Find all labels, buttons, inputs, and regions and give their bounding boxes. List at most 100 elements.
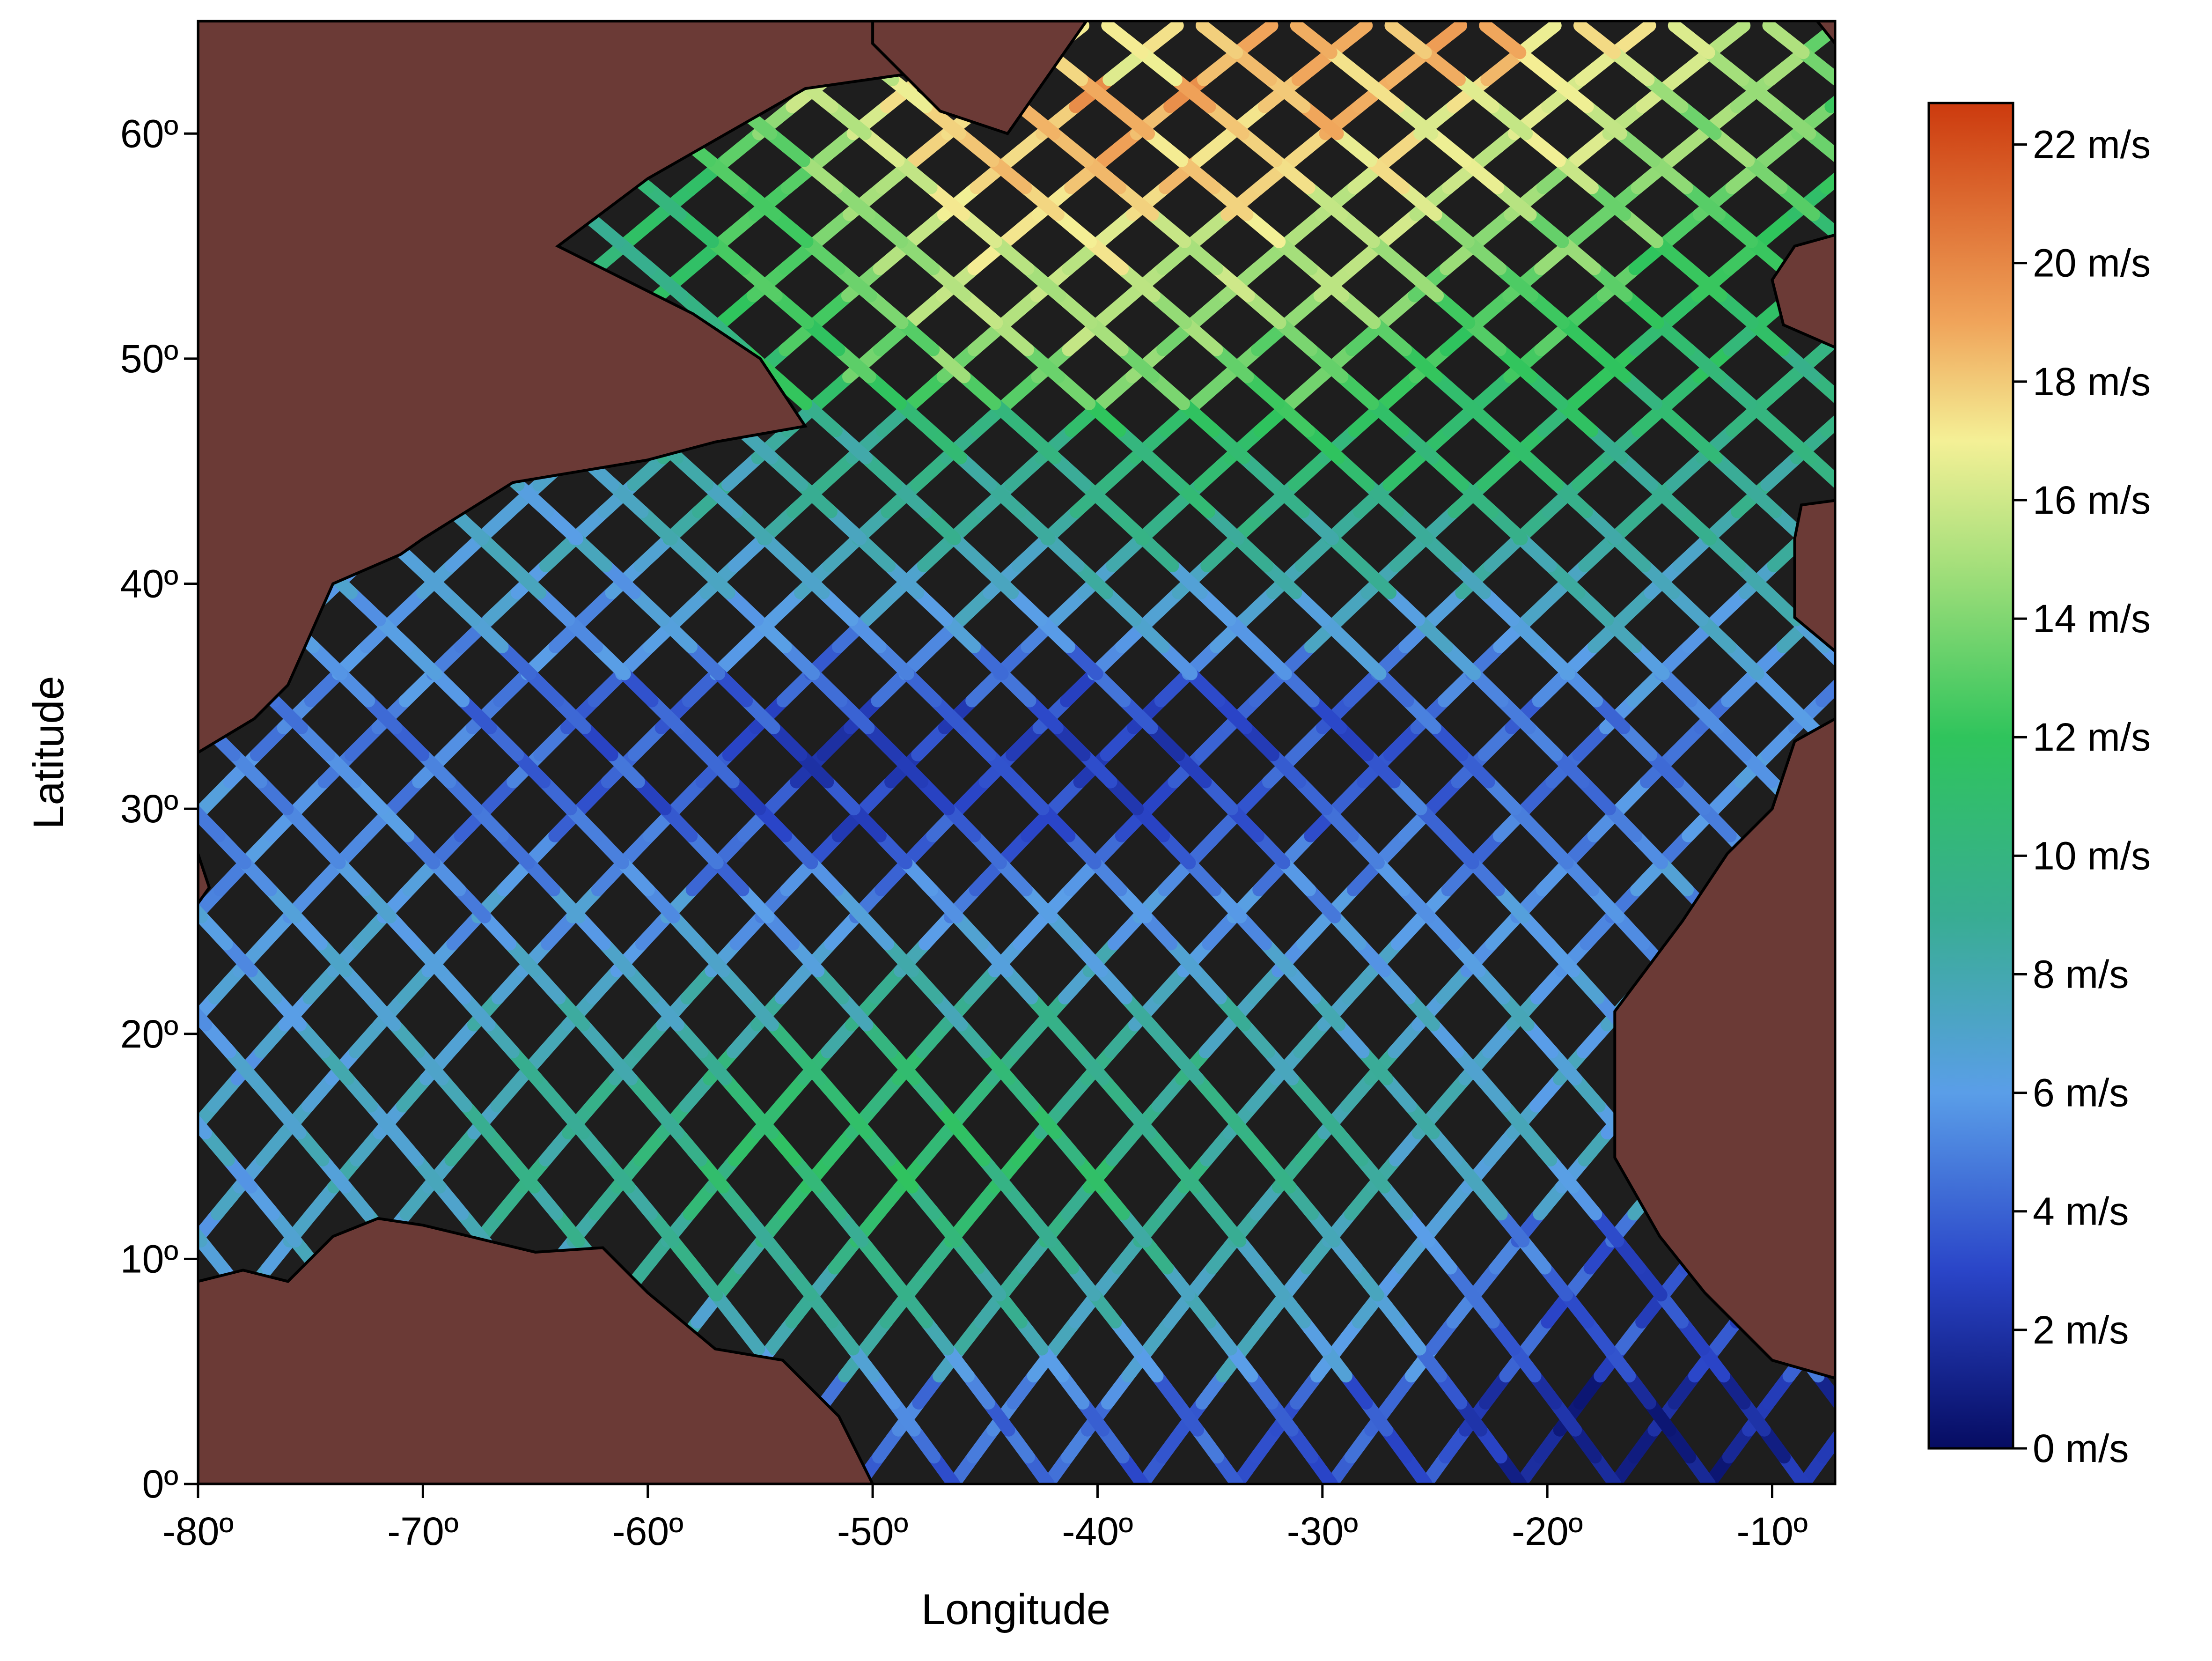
track-segment xyxy=(1651,316,1696,356)
track-segment xyxy=(1649,397,1693,437)
colorbar-tick-label: 4 m/s xyxy=(2033,1189,2129,1233)
track-segment xyxy=(999,289,1044,329)
track-segment xyxy=(1832,1397,1835,1410)
track-segment xyxy=(1756,370,1800,410)
track-segment xyxy=(1178,235,1223,275)
x-tick-label: -20º xyxy=(1512,1509,1583,1553)
track-segment xyxy=(1843,161,1875,188)
track-segment xyxy=(1609,532,1652,573)
track-segment xyxy=(1242,289,1286,329)
track-segment xyxy=(957,208,1002,248)
track-segment xyxy=(151,836,177,863)
x-tick-label: -10º xyxy=(1736,1509,1808,1553)
colorbar-tick-label: 2 m/s xyxy=(2033,1308,2129,1352)
track-segment xyxy=(800,235,845,275)
track-segment xyxy=(1231,21,1279,59)
track-segment xyxy=(1426,451,1470,492)
track-segment xyxy=(824,505,867,546)
track-segment xyxy=(152,674,180,701)
track-segment xyxy=(1295,532,1337,573)
track-segment xyxy=(1857,1187,1879,1214)
x-tick-label: -30º xyxy=(1287,1509,1358,1553)
track-segment xyxy=(1125,343,1170,384)
track-segment xyxy=(664,532,707,573)
track-segment xyxy=(768,370,813,410)
track-segment xyxy=(1675,100,1722,140)
track-segment xyxy=(1484,532,1526,573)
track-segment xyxy=(156,1187,179,1214)
x-tick-label: -70º xyxy=(387,1509,458,1553)
track-segment xyxy=(1282,289,1327,329)
track-segment xyxy=(159,1430,178,1457)
track-segment xyxy=(1733,559,1775,599)
track-segment xyxy=(1578,532,1621,573)
track-segment xyxy=(1207,181,1254,221)
colorbar-tick-label: 6 m/s xyxy=(2033,1071,2129,1115)
track-segment xyxy=(1241,370,1285,410)
track-segment xyxy=(606,478,649,518)
track-segment xyxy=(1330,127,1377,167)
track-segment xyxy=(1188,208,1234,248)
track-segment xyxy=(1002,127,1049,167)
track-segment xyxy=(1084,316,1129,356)
track-segment xyxy=(1850,647,1878,674)
track-segment xyxy=(1663,127,1710,167)
track-segment xyxy=(1758,127,1805,167)
track-segment xyxy=(1851,863,1876,890)
track-segment xyxy=(1283,208,1328,248)
track-segment xyxy=(1304,262,1350,303)
track-segment xyxy=(675,289,720,329)
track-segment xyxy=(1175,154,1221,194)
track-segment xyxy=(1179,316,1223,356)
map-plot-area xyxy=(140,20,1879,1485)
track-segment xyxy=(1543,559,1586,599)
track-segment xyxy=(893,397,937,437)
track-segment xyxy=(1491,181,1537,221)
y-tick-label: 60º xyxy=(120,111,178,155)
track-segment xyxy=(1786,343,1831,384)
track-segment xyxy=(1431,289,1476,329)
track-segment xyxy=(919,505,962,546)
track-segment xyxy=(954,451,997,492)
track-segment xyxy=(759,532,801,573)
track-segment xyxy=(1094,208,1139,248)
track-segment xyxy=(823,532,865,573)
track-segment xyxy=(1815,679,1835,708)
y-tick-label: 0º xyxy=(142,1462,178,1506)
track-segment xyxy=(842,343,886,384)
track-segment xyxy=(1503,343,1548,384)
track-segment xyxy=(1736,73,1783,113)
track-segment xyxy=(1335,370,1379,410)
track-segment xyxy=(948,532,990,573)
colorbar-ramp xyxy=(1927,102,2014,1450)
track-segment xyxy=(797,154,843,194)
track-segment xyxy=(1682,343,1727,384)
track-segment xyxy=(1099,451,1142,492)
track-segment xyxy=(1177,397,1220,437)
track-segment xyxy=(1513,46,1560,86)
colorbar: 0 m/s 2 m/s 4 m/s 6 m/s 8 m/s 10 m/s 12 m/s 14 … xyxy=(1927,102,2151,1470)
track-segment xyxy=(1845,404,1875,431)
track-segment xyxy=(1071,559,1113,599)
track-segment xyxy=(476,532,518,573)
track-segment xyxy=(1013,505,1056,546)
track-segment xyxy=(700,478,743,518)
colorbar-tick-label: 16 m/s xyxy=(2033,478,2151,522)
track-segment xyxy=(633,532,676,573)
track-segment xyxy=(1047,127,1094,167)
track-segment xyxy=(198,1114,212,1140)
track-segment xyxy=(1237,451,1280,492)
track-segment xyxy=(1796,46,1835,86)
track-segment xyxy=(1827,1153,1835,1172)
track-segment xyxy=(1051,208,1097,248)
track-segment xyxy=(570,532,612,573)
track-segment xyxy=(895,235,940,275)
track-segment xyxy=(198,44,204,59)
track-segment xyxy=(1493,262,1538,303)
track-segment xyxy=(1286,127,1332,167)
colorbar-tick-label: 8 m/s xyxy=(2033,952,2129,996)
track-segment xyxy=(863,370,907,410)
track-segment xyxy=(1524,370,1568,410)
track-segment xyxy=(140,485,170,512)
track-segment xyxy=(957,370,1001,410)
